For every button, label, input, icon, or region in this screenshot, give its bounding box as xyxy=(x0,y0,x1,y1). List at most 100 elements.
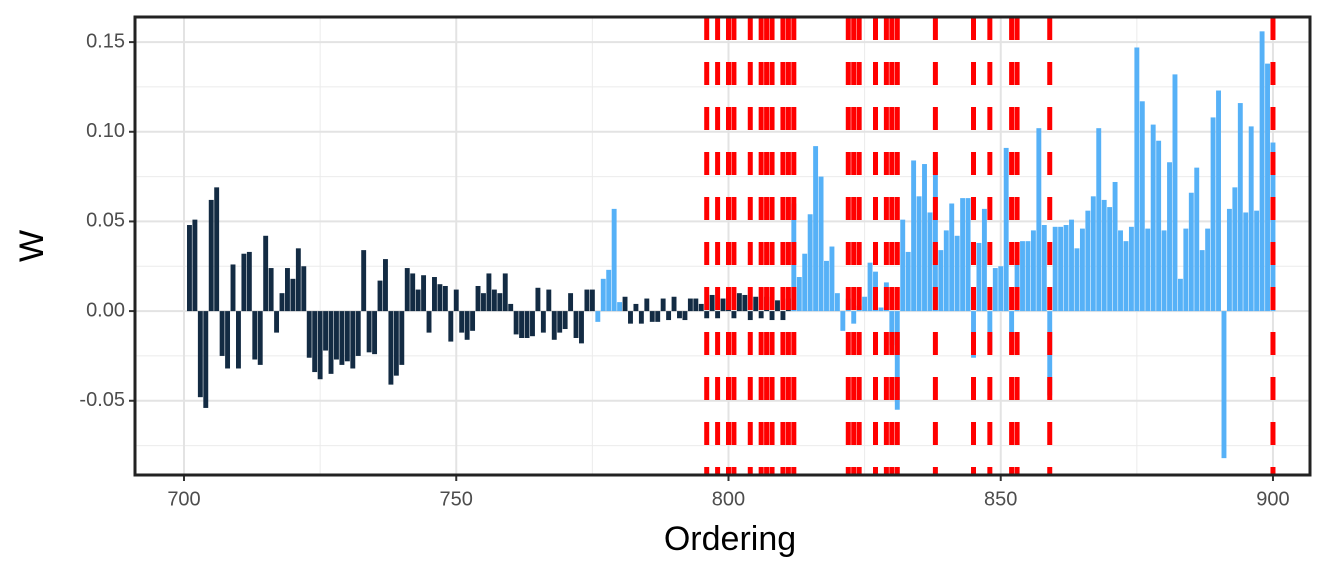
bar xyxy=(236,311,241,369)
bar xyxy=(1167,162,1172,312)
bar xyxy=(922,164,927,312)
bar xyxy=(557,311,563,333)
bar xyxy=(660,298,666,312)
bar xyxy=(813,146,819,312)
bar xyxy=(339,311,345,365)
bar xyxy=(687,298,693,312)
bar xyxy=(916,196,922,312)
y-tick-label: 0.05 xyxy=(86,210,125,232)
bar xyxy=(535,287,541,312)
bar xyxy=(1172,74,1178,312)
bar xyxy=(1259,31,1265,312)
bar xyxy=(257,311,263,365)
x-tick-label: 750 xyxy=(440,488,473,510)
bar xyxy=(1025,241,1031,312)
bar xyxy=(1216,90,1221,312)
bar xyxy=(415,289,421,312)
bar xyxy=(1210,117,1216,312)
bar xyxy=(573,311,579,338)
bar xyxy=(513,311,519,335)
bar xyxy=(617,302,623,312)
y-tick-label: 0.10 xyxy=(86,120,125,142)
bar xyxy=(1036,128,1042,312)
bar xyxy=(867,262,873,312)
bar xyxy=(720,298,726,312)
bar xyxy=(279,293,285,312)
bar xyxy=(943,230,949,312)
bar xyxy=(981,208,987,312)
bar xyxy=(410,273,416,312)
bar xyxy=(693,298,699,312)
bar xyxy=(399,311,405,365)
bar xyxy=(606,269,612,312)
bar xyxy=(197,311,203,398)
bar xyxy=(628,311,633,324)
bar xyxy=(317,311,323,380)
bar xyxy=(1128,226,1134,312)
bar xyxy=(758,311,764,319)
bar xyxy=(508,303,514,312)
bar xyxy=(938,250,944,312)
bar xyxy=(203,311,209,408)
bar xyxy=(829,246,835,312)
bar xyxy=(530,311,535,337)
bar xyxy=(497,293,503,312)
bar xyxy=(1041,225,1047,312)
bar xyxy=(1237,103,1243,312)
bar xyxy=(268,268,274,312)
bar xyxy=(1074,248,1080,312)
x-axis-title: Ordering xyxy=(664,520,796,558)
bar xyxy=(1156,140,1162,312)
bar xyxy=(393,311,399,376)
bar xyxy=(366,311,372,353)
bar xyxy=(1205,228,1211,312)
bar xyxy=(350,311,356,369)
bar xyxy=(295,248,301,312)
bar xyxy=(475,285,481,312)
bar xyxy=(1079,228,1085,312)
bar xyxy=(301,266,307,312)
bar xyxy=(361,250,367,312)
bar xyxy=(519,311,525,338)
bar xyxy=(1085,210,1091,312)
bar xyxy=(230,264,236,312)
bar xyxy=(682,311,688,321)
bar xyxy=(1014,259,1020,312)
bar xyxy=(731,311,737,319)
bar xyxy=(579,311,584,344)
bar xyxy=(600,278,606,312)
bar xyxy=(524,311,530,338)
bar xyxy=(769,311,775,321)
bar xyxy=(638,311,644,324)
bar xyxy=(1003,147,1009,312)
bar xyxy=(862,296,868,312)
bar xyxy=(372,311,378,355)
bar xyxy=(671,296,677,312)
bar xyxy=(954,235,960,312)
bar xyxy=(1069,219,1074,312)
bar xyxy=(1058,226,1064,312)
bar xyxy=(1177,278,1183,312)
bar xyxy=(312,311,318,373)
bar xyxy=(246,251,252,312)
bar xyxy=(900,219,906,312)
bar xyxy=(481,293,486,312)
bar xyxy=(698,303,704,312)
bar xyxy=(807,214,813,312)
bar xyxy=(263,235,269,312)
bar xyxy=(404,268,410,312)
bar xyxy=(1243,212,1249,312)
bar xyxy=(290,278,296,312)
bar xyxy=(1270,142,1276,312)
bar xyxy=(1096,128,1102,312)
bar xyxy=(383,259,388,312)
bar xyxy=(796,277,802,312)
bar xyxy=(486,273,492,312)
bar xyxy=(274,311,280,333)
bar xyxy=(960,198,966,312)
bar xyxy=(186,225,192,312)
bar xyxy=(546,289,552,312)
bar xyxy=(344,311,350,362)
bar xyxy=(998,266,1004,312)
bar xyxy=(421,275,427,312)
